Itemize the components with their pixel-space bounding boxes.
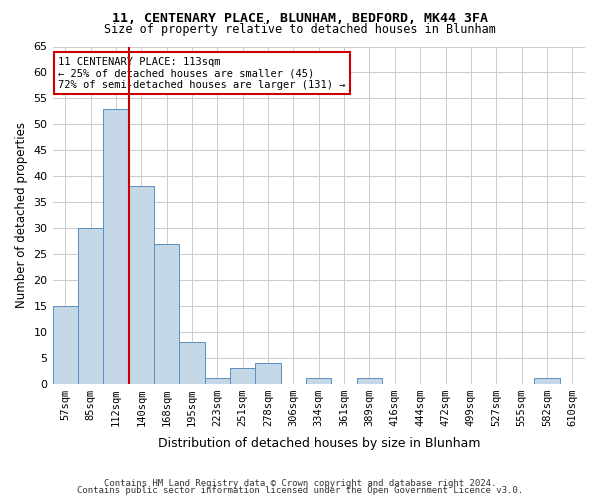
Bar bbox=[357, 378, 382, 384]
Y-axis label: Number of detached properties: Number of detached properties bbox=[15, 122, 28, 308]
Text: 11, CENTENARY PLACE, BLUNHAM, BEDFORD, MK44 3FA: 11, CENTENARY PLACE, BLUNHAM, BEDFORD, M… bbox=[112, 12, 488, 26]
Bar bbox=[534, 378, 560, 384]
Text: Contains public sector information licensed under the Open Government Licence v3: Contains public sector information licen… bbox=[77, 486, 523, 495]
Bar bbox=[230, 368, 256, 384]
Bar bbox=[128, 186, 154, 384]
Text: 11 CENTENARY PLACE: 113sqm
← 25% of detached houses are smaller (45)
72% of semi: 11 CENTENARY PLACE: 113sqm ← 25% of deta… bbox=[58, 56, 346, 90]
Text: Size of property relative to detached houses in Blunham: Size of property relative to detached ho… bbox=[104, 22, 496, 36]
X-axis label: Distribution of detached houses by size in Blunham: Distribution of detached houses by size … bbox=[158, 437, 480, 450]
Bar bbox=[306, 378, 331, 384]
Text: Contains HM Land Registry data © Crown copyright and database right 2024.: Contains HM Land Registry data © Crown c… bbox=[104, 478, 496, 488]
Bar bbox=[53, 306, 78, 384]
Bar bbox=[205, 378, 230, 384]
Bar bbox=[154, 244, 179, 384]
Bar bbox=[179, 342, 205, 384]
Bar bbox=[256, 363, 281, 384]
Bar bbox=[103, 108, 128, 384]
Bar bbox=[78, 228, 103, 384]
